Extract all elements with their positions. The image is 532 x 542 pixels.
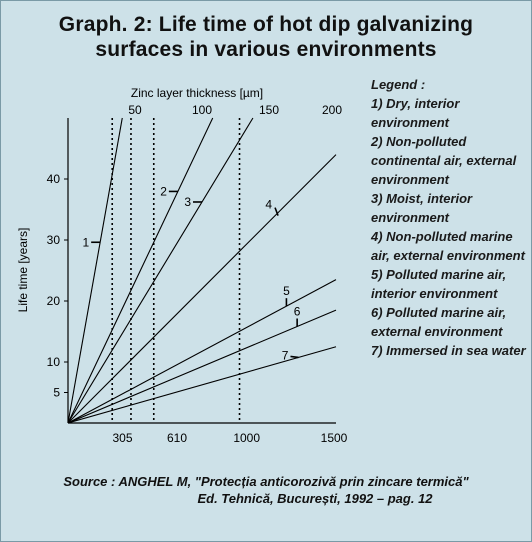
bottom-tick-label-1000: 1000 [233, 431, 260, 445]
title-line-1: Graph. 2: Life time of hot dip galvanizi… [58, 13, 474, 36]
bottom-tick-label-1500: 1500 [321, 431, 348, 445]
series-line-5 [68, 279, 337, 424]
series-label-1: 1 [82, 235, 89, 249]
legend-item-4: 4) Non-polluted marine air, external env… [371, 229, 525, 263]
legend-item-3: 3) Moist, interior environment [371, 191, 473, 225]
y-tick-label-40: 40 [47, 172, 61, 186]
series-label-3: 3 [184, 195, 191, 209]
legend-item-2: 2) Non-polluted continental air, externa… [371, 134, 517, 187]
series-label-7: 7 [282, 348, 289, 362]
bottom-tick-label-305: 305 [112, 431, 132, 445]
series-line-7 [68, 346, 337, 424]
series-line-4 [68, 154, 337, 424]
top-tick-label-200: 200 [322, 103, 342, 117]
series-label-6: 6 [294, 305, 301, 319]
series-marker-7 [290, 355, 299, 359]
series-label-2: 2 [160, 184, 167, 198]
chart-title: Graph. 2: Life time of hot dip galvanizi… [0, 12, 532, 62]
legend-item-5: 5) Polluted marine air, interior environ… [371, 267, 507, 301]
y-tick-label-30: 30 [47, 233, 61, 247]
source-note: Source : ANGHEL M, "Protecția anticorozi… [0, 473, 532, 507]
legend-item-1: 1) Dry, interior environment [371, 96, 460, 130]
series-lines [68, 117, 337, 424]
legend-items: 1) Dry, interior environment 2) Non-pollu… [371, 94, 529, 360]
series-line-2 [68, 117, 214, 424]
top-tick-label-150: 150 [259, 103, 279, 117]
top-axis-label: Zinc layer thickness [µm] [131, 86, 263, 100]
legend-item-6: 6) Polluted marine air, external environ… [371, 305, 507, 339]
y-tick-label-10: 10 [47, 355, 61, 369]
series-label-4: 4 [265, 198, 272, 212]
source-line-2: Ed. Tehnică, București, 1992 – pag. 12 [197, 491, 433, 506]
series-marker-4 [274, 207, 279, 216]
series-line-1 [68, 117, 123, 424]
y-tick-label-5: 5 [53, 386, 60, 400]
bottom-tick-label-610: 610 [167, 431, 187, 445]
y-tick-label-20: 20 [47, 294, 61, 308]
series-label-5: 5 [283, 284, 290, 298]
top-tick-label-100: 100 [192, 103, 212, 117]
title-line-2: surfaces in various environments [95, 38, 437, 61]
top-tick-label-50: 50 [128, 103, 142, 117]
series-line-6 [68, 309, 337, 424]
legend-title: Legend : [371, 77, 426, 92]
legend-item-7: 7) Immersed in sea water [371, 343, 526, 358]
series-line-3 [68, 117, 254, 424]
y-axis-label: Life time [years] [16, 228, 30, 313]
legend: Legend : 1) Dry, interior environment 2) … [371, 75, 529, 360]
source-line-1: Source : ANGHEL M, "Protecția anticorozi… [63, 474, 469, 489]
